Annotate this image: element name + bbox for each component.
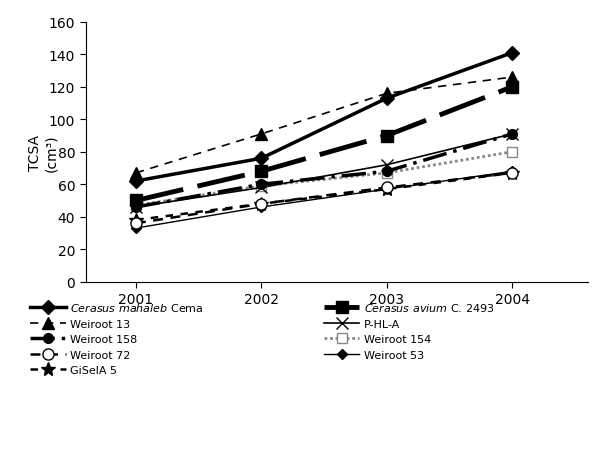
Legend: $\it{Cerasus\ mahaleb}$ Cema, Weiroot 13, Weiroot 158, Weiroot 72, GiSelA 5: $\it{Cerasus\ mahaleb}$ Cema, Weiroot 13… — [30, 301, 204, 375]
Legend: $\it{Cerasus\ avium}$ C. 2493, P-HL-A, Weiroot 154, Weiroot 53: $\it{Cerasus\ avium}$ C. 2493, P-HL-A, W… — [324, 301, 494, 360]
Y-axis label: TCSA
(cm³): TCSA (cm³) — [28, 134, 58, 171]
